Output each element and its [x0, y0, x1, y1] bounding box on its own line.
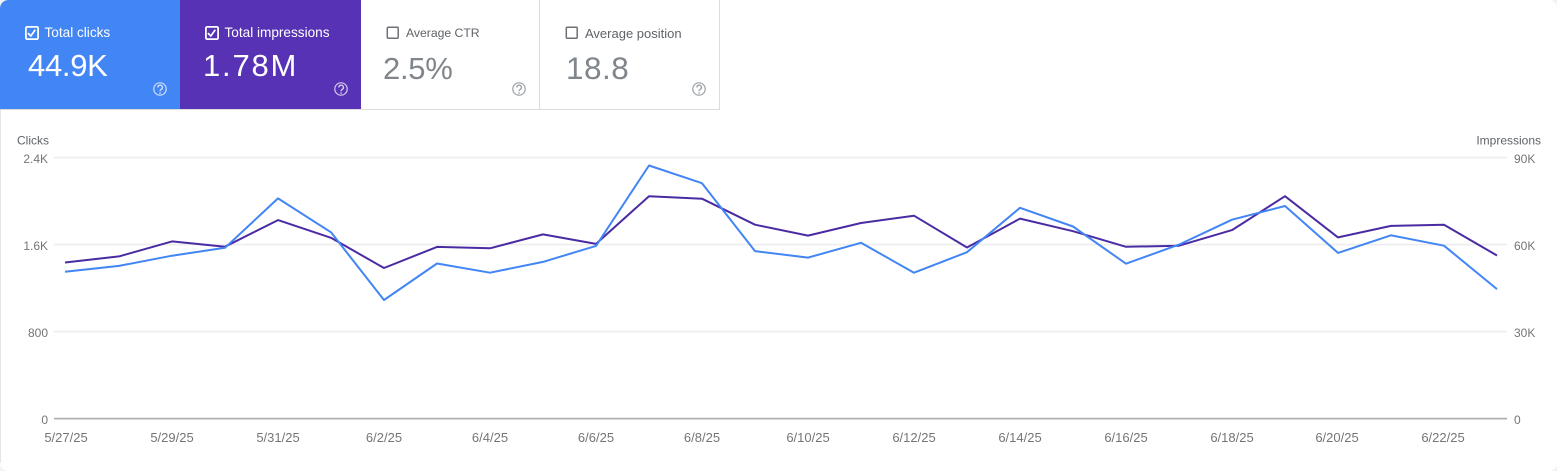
svg-text:6/10/25: 6/10/25: [786, 430, 829, 445]
svg-text:1.6K: 1.6K: [23, 239, 48, 253]
svg-text:6/22/25: 6/22/25: [1421, 430, 1464, 445]
svg-text:6/18/25: 6/18/25: [1210, 430, 1253, 445]
svg-text:6/6/25: 6/6/25: [578, 430, 614, 445]
svg-text:6/16/25: 6/16/25: [1104, 430, 1147, 445]
svg-text:5/27/25: 5/27/25: [44, 430, 87, 445]
svg-text:6/4/25: 6/4/25: [472, 430, 508, 445]
svg-text:0: 0: [41, 413, 48, 427]
svg-text:6/20/25: 6/20/25: [1315, 430, 1358, 445]
svg-text:6/2/25: 6/2/25: [366, 430, 402, 445]
svg-text:90K: 90K: [1514, 152, 1535, 166]
svg-text:Impressions: Impressions: [1476, 134, 1541, 148]
svg-text:800: 800: [28, 326, 48, 340]
svg-text:6/14/25: 6/14/25: [998, 430, 1041, 445]
svg-text:Clicks: Clicks: [17, 134, 49, 148]
svg-text:2.4K: 2.4K: [23, 152, 48, 166]
svg-text:60K: 60K: [1514, 239, 1535, 253]
svg-text:6/12/25: 6/12/25: [892, 430, 935, 445]
svg-text:6/8/25: 6/8/25: [684, 430, 720, 445]
svg-text:5/29/25: 5/29/25: [150, 430, 193, 445]
svg-text:0: 0: [1514, 413, 1521, 427]
svg-text:30K: 30K: [1514, 326, 1535, 340]
svg-text:5/31/25: 5/31/25: [256, 430, 299, 445]
